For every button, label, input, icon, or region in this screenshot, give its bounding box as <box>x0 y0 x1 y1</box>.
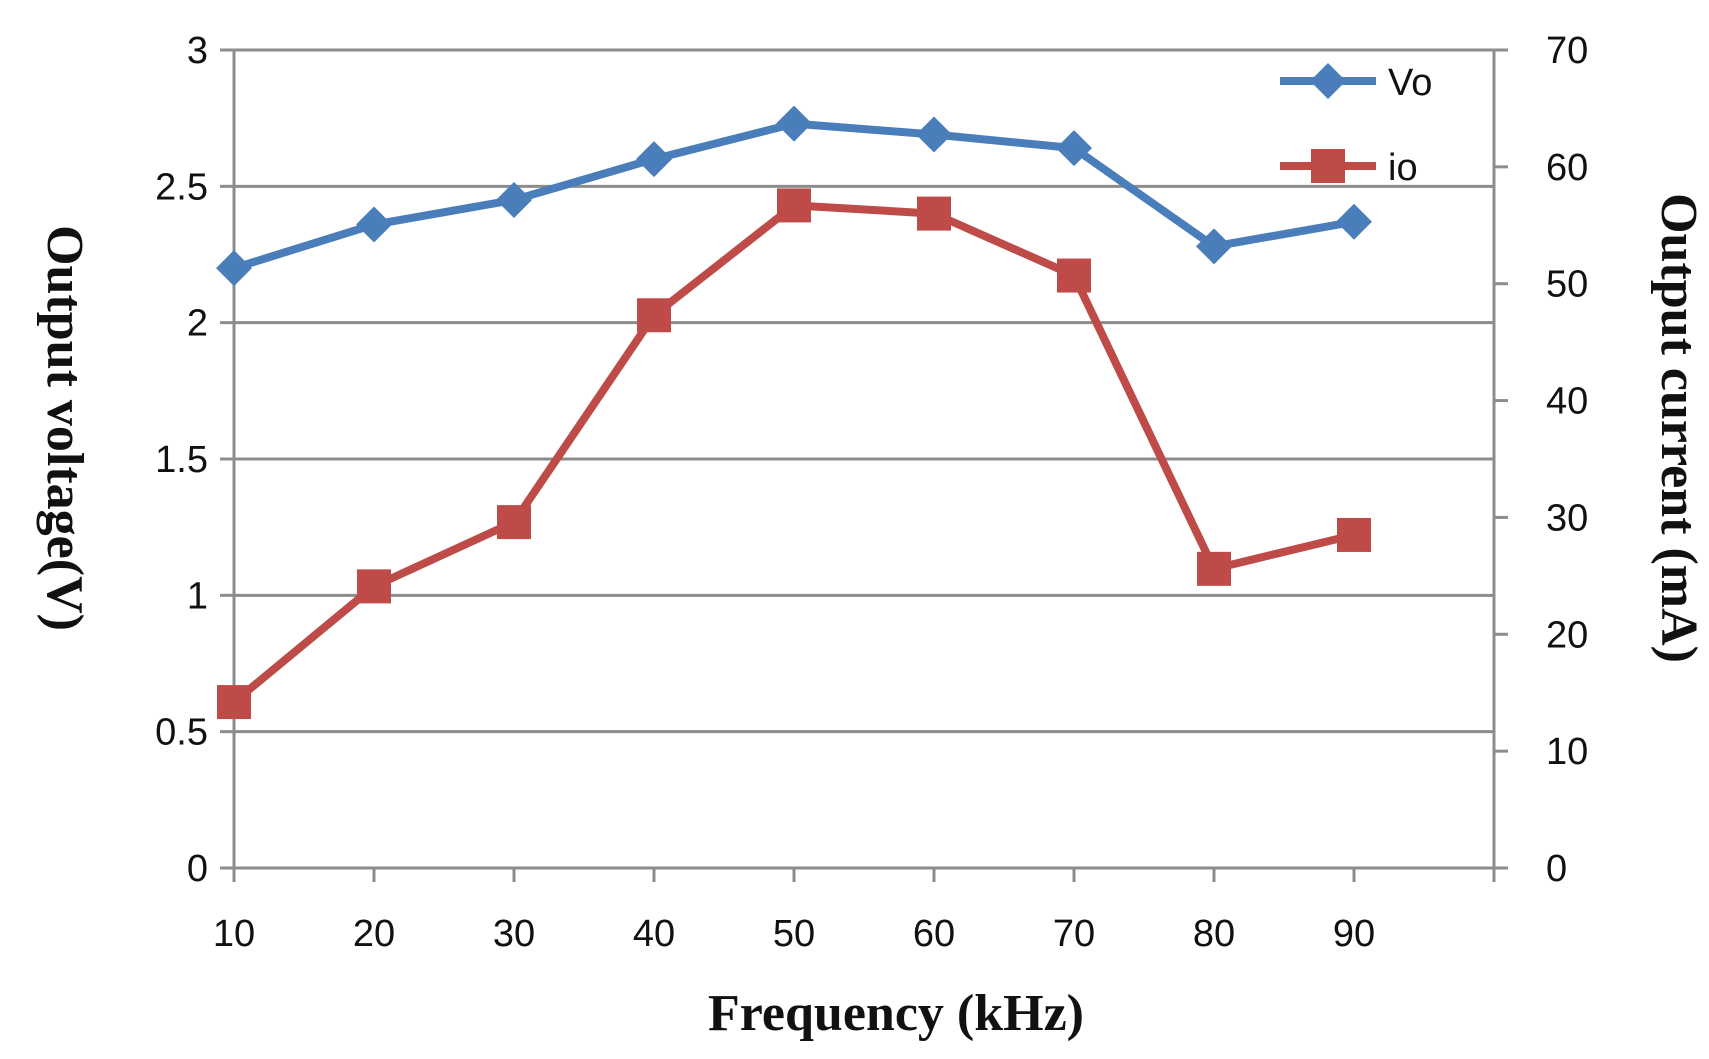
data-point <box>1336 203 1372 240</box>
data-point <box>1337 517 1371 552</box>
y2-tick-label: 10 <box>1546 731 1588 773</box>
legend-label: Vo <box>1388 62 1432 104</box>
data-point <box>1056 130 1092 167</box>
x-tick-label: 50 <box>773 913 815 955</box>
legend-item-Vo: Vo <box>1280 62 1432 104</box>
legend-label: io <box>1388 147 1418 189</box>
y-tick-label: 0 <box>187 848 208 890</box>
data-point <box>356 206 392 243</box>
data-point <box>1196 228 1232 265</box>
data-point <box>217 685 251 720</box>
y2-axis-title: Output current (mA) <box>1650 193 1707 663</box>
data-point <box>1057 258 1091 293</box>
y2-tick-label: 60 <box>1546 147 1588 189</box>
data-point <box>1197 551 1231 586</box>
axes <box>220 48 1508 882</box>
y-axis-title: Output voltage(V) <box>36 225 93 631</box>
data-point <box>497 505 531 540</box>
series-io <box>217 188 1371 720</box>
x-tick-label: 30 <box>493 913 535 955</box>
data-point <box>496 181 532 218</box>
y2-tick-label: 70 <box>1546 30 1588 72</box>
data-point <box>357 569 391 604</box>
legend: Vo io <box>1280 62 1432 189</box>
data-point <box>776 105 812 142</box>
data-point <box>637 298 671 333</box>
y-tick-label: 1 <box>187 575 208 617</box>
legend-marker <box>1310 63 1346 99</box>
data-point <box>916 116 952 153</box>
series <box>216 105 1372 720</box>
y-tick-label: 3 <box>187 30 208 72</box>
x-tick-label: 90 <box>1333 913 1375 955</box>
x-tick-label: 80 <box>1193 913 1235 955</box>
series-line-io <box>231 201 1355 706</box>
gridlines <box>234 48 1494 734</box>
x-tick-label: 10 <box>213 913 255 955</box>
x-tick-label: 60 <box>913 913 955 955</box>
data-point <box>636 141 672 178</box>
y-tick-label: 2.5 <box>155 166 208 208</box>
y2-tick-label: 20 <box>1546 614 1588 656</box>
legend-marker <box>1311 149 1345 183</box>
y-tick-label: 1.5 <box>155 439 208 481</box>
series-Vo <box>216 105 1372 287</box>
y2-tick-label: 40 <box>1546 381 1588 423</box>
data-point <box>917 196 951 231</box>
x-axis-title: Frequency (kHz) <box>708 985 1084 1042</box>
y2-tick-label: 30 <box>1546 497 1588 539</box>
data-point <box>216 250 252 287</box>
data-point <box>777 188 811 223</box>
y2-tick-label: 0 <box>1546 848 1567 890</box>
y-tick-label: 0.5 <box>155 712 208 754</box>
x-tick-label: 20 <box>353 913 395 955</box>
x-tick-label: 40 <box>633 913 675 955</box>
y2-tick-label: 50 <box>1546 264 1588 306</box>
y-tick-label: 2 <box>187 303 208 345</box>
x-tick-label: 70 <box>1053 913 1095 955</box>
legend-item-io: io <box>1280 147 1418 189</box>
